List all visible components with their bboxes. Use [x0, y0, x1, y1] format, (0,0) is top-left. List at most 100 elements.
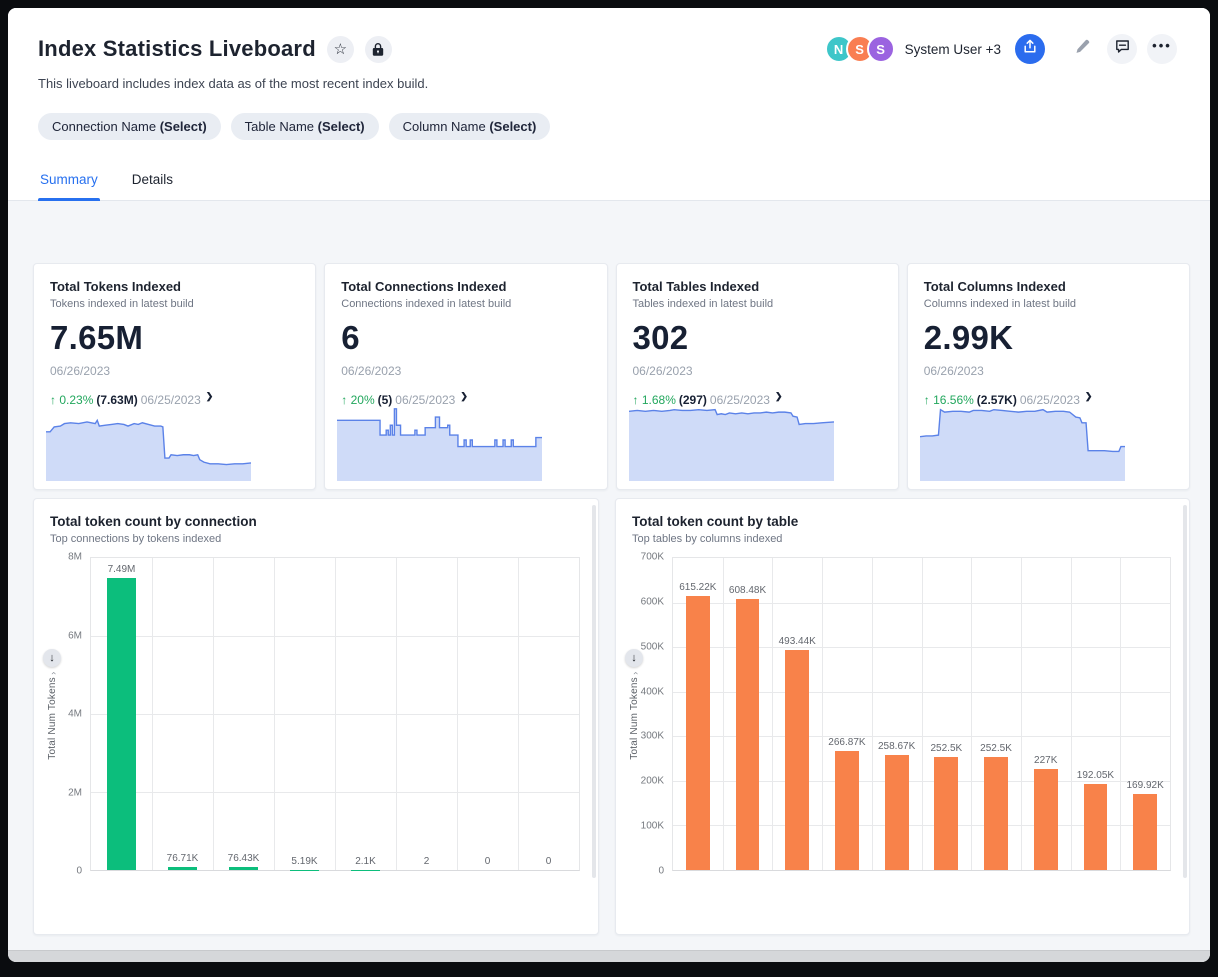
bar-value-label: 252.5K — [930, 743, 963, 755]
bar-value-label: 615.22K — [679, 581, 717, 593]
bar[interactable] — [835, 751, 859, 870]
kpi-card[interactable]: Total Tables Indexed Tables indexed in l… — [615, 263, 899, 490]
sort-descending-button[interactable]: ↓ — [625, 649, 643, 667]
chart-title: Total token count by table — [632, 514, 799, 529]
gridline — [396, 558, 397, 870]
filter-chip[interactable]: Column Name (Select) — [388, 113, 551, 140]
chevron-right-icon[interactable]: ❯ — [774, 391, 783, 401]
kpi-value: 7.65M — [50, 319, 144, 356]
filter-name: Column Name — [402, 119, 486, 134]
chart-tile-tokens-by-table[interactable]: Total token count by table Top tables by… — [615, 498, 1190, 935]
more-options-button[interactable]: ••• — [1147, 34, 1177, 64]
y-tick-label: 500K — [640, 641, 664, 653]
kpi-previous-value: (2.57K) — [976, 393, 1017, 407]
filter-chip[interactable]: Connection Name (Select) — [38, 113, 221, 140]
kpi-sparkline — [628, 399, 834, 481]
ellipsis-icon: ••• — [1152, 38, 1172, 53]
bar-value-label: 76.43K — [227, 853, 260, 865]
filter-selected-value: (Select) — [489, 119, 537, 134]
gridline — [213, 558, 214, 870]
chevron-right-icon[interactable]: ❯ — [1084, 391, 1093, 401]
tab-details[interactable]: Details — [131, 172, 174, 187]
chart-title: Total token count by connection — [50, 514, 257, 529]
bar-value-label: 169.92K — [1126, 780, 1164, 792]
vertical-scrollbar[interactable] — [592, 505, 596, 878]
bar[interactable] — [167, 867, 198, 870]
gridline — [335, 558, 336, 870]
avatar[interactable]: S — [866, 35, 895, 63]
gridline — [152, 558, 153, 870]
y-axis-label[interactable]: Total Num Tokens› — [629, 672, 640, 760]
kpi-change: ↑ 0.23% (7.63M) 06/25/2023 ❯ — [50, 391, 299, 407]
chevron-icon: › — [47, 672, 58, 676]
favorite-button[interactable]: ☆ — [326, 35, 354, 63]
up-arrow-icon: ↑ — [50, 393, 56, 407]
chevron-right-icon[interactable]: ❯ — [205, 391, 214, 401]
share-button[interactable] — [1015, 34, 1045, 64]
kpi-subtitle: Connections indexed in latest build — [341, 298, 512, 310]
horizontal-scrollbar[interactable] — [8, 950, 1210, 962]
kpi-comparison-date: 06/25/2023 — [709, 393, 770, 407]
y-tick-label: 700K — [640, 551, 664, 563]
bar-value-label: 192.05K — [1076, 770, 1115, 782]
y-tick-label: 600K — [640, 596, 664, 608]
kpi-sparkline — [46, 399, 251, 481]
kpi-change: ↑ 20% (5) 06/25/2023 ❯ — [341, 391, 590, 407]
gridline — [921, 558, 923, 870]
kpi-change-pct: 16.56% — [933, 393, 974, 407]
vertical-scrollbar[interactable] — [1183, 505, 1187, 878]
permissions-button[interactable] — [364, 35, 392, 63]
filter-chip[interactable]: Table Name (Select) — [230, 113, 379, 140]
y-tick-label: 6M — [68, 630, 82, 641]
kpi-change: ↑ 16.56% (2.57K) 06/25/2023 ❯ — [924, 391, 1173, 407]
kpi-comparison-date: 06/25/2023 — [395, 393, 456, 407]
bar-value-label: 258.67K — [878, 740, 916, 752]
y-tick-label: 100K — [640, 820, 664, 832]
kpi-card[interactable]: Total Tokens Indexed Tokens indexed in l… — [33, 263, 317, 490]
bar[interactable] — [1133, 794, 1158, 870]
bar[interactable] — [106, 577, 137, 870]
bar[interactable] — [1033, 768, 1058, 870]
chart-subtitle: Top tables by columns indexed — [632, 533, 783, 545]
y-tick-label: 300K — [640, 730, 664, 742]
bar[interactable] — [1083, 784, 1108, 870]
gridline — [722, 558, 724, 870]
comment-button[interactable] — [1107, 34, 1137, 64]
bar-value-label: 7.49M — [107, 563, 136, 575]
kpi-title: Total Tokens Indexed — [50, 279, 181, 294]
sort-descending-button[interactable]: ↓ — [43, 649, 61, 667]
bar[interactable] — [685, 595, 710, 870]
chevron-right-icon[interactable]: ❯ — [460, 391, 468, 401]
tab-bar: Summary Details — [8, 160, 1210, 201]
kpi-row: Total Tokens Indexed Tokens indexed in l… — [33, 263, 1190, 490]
bar[interactable] — [785, 650, 810, 870]
kpi-card[interactable]: Total Connections Indexed Connections in… — [324, 263, 608, 490]
up-arrow-icon: ↑ — [632, 393, 639, 407]
y-axis-label[interactable]: Total Num Tokens› — [47, 672, 58, 760]
bar[interactable] — [735, 598, 760, 870]
edit-button[interactable] — [1067, 34, 1097, 64]
bar[interactable] — [934, 757, 959, 870]
bar[interactable] — [984, 757, 1008, 870]
gridline — [457, 558, 458, 870]
y-axis-ticks: 0 100K 200K 300K 400K 500K 600K 700K — [628, 552, 672, 877]
gridline — [772, 558, 774, 870]
kpi-card[interactable]: Total Columns Indexed Columns indexed in… — [906, 263, 1190, 490]
gridline — [1020, 558, 1022, 870]
kpi-change: ↑ 1.68% (297) 06/25/2023 ❯ — [633, 391, 882, 407]
kpi-value: 6 — [341, 319, 360, 356]
bar[interactable] — [228, 867, 259, 870]
tab-summary[interactable]: Summary — [38, 160, 100, 201]
kpi-previous-value: (297) — [678, 393, 707, 407]
page-title: Index Statistics Liveboard — [38, 36, 316, 61]
chart-tile-tokens-by-connection[interactable]: Total token count by connection Top conn… — [33, 498, 599, 935]
y-tick-label: 0 — [658, 865, 664, 877]
kpi-change-pct: 20% — [350, 393, 375, 407]
bar[interactable] — [884, 754, 909, 870]
avatar[interactable]: S — [845, 35, 874, 63]
chevron-icon: › — [629, 672, 640, 676]
